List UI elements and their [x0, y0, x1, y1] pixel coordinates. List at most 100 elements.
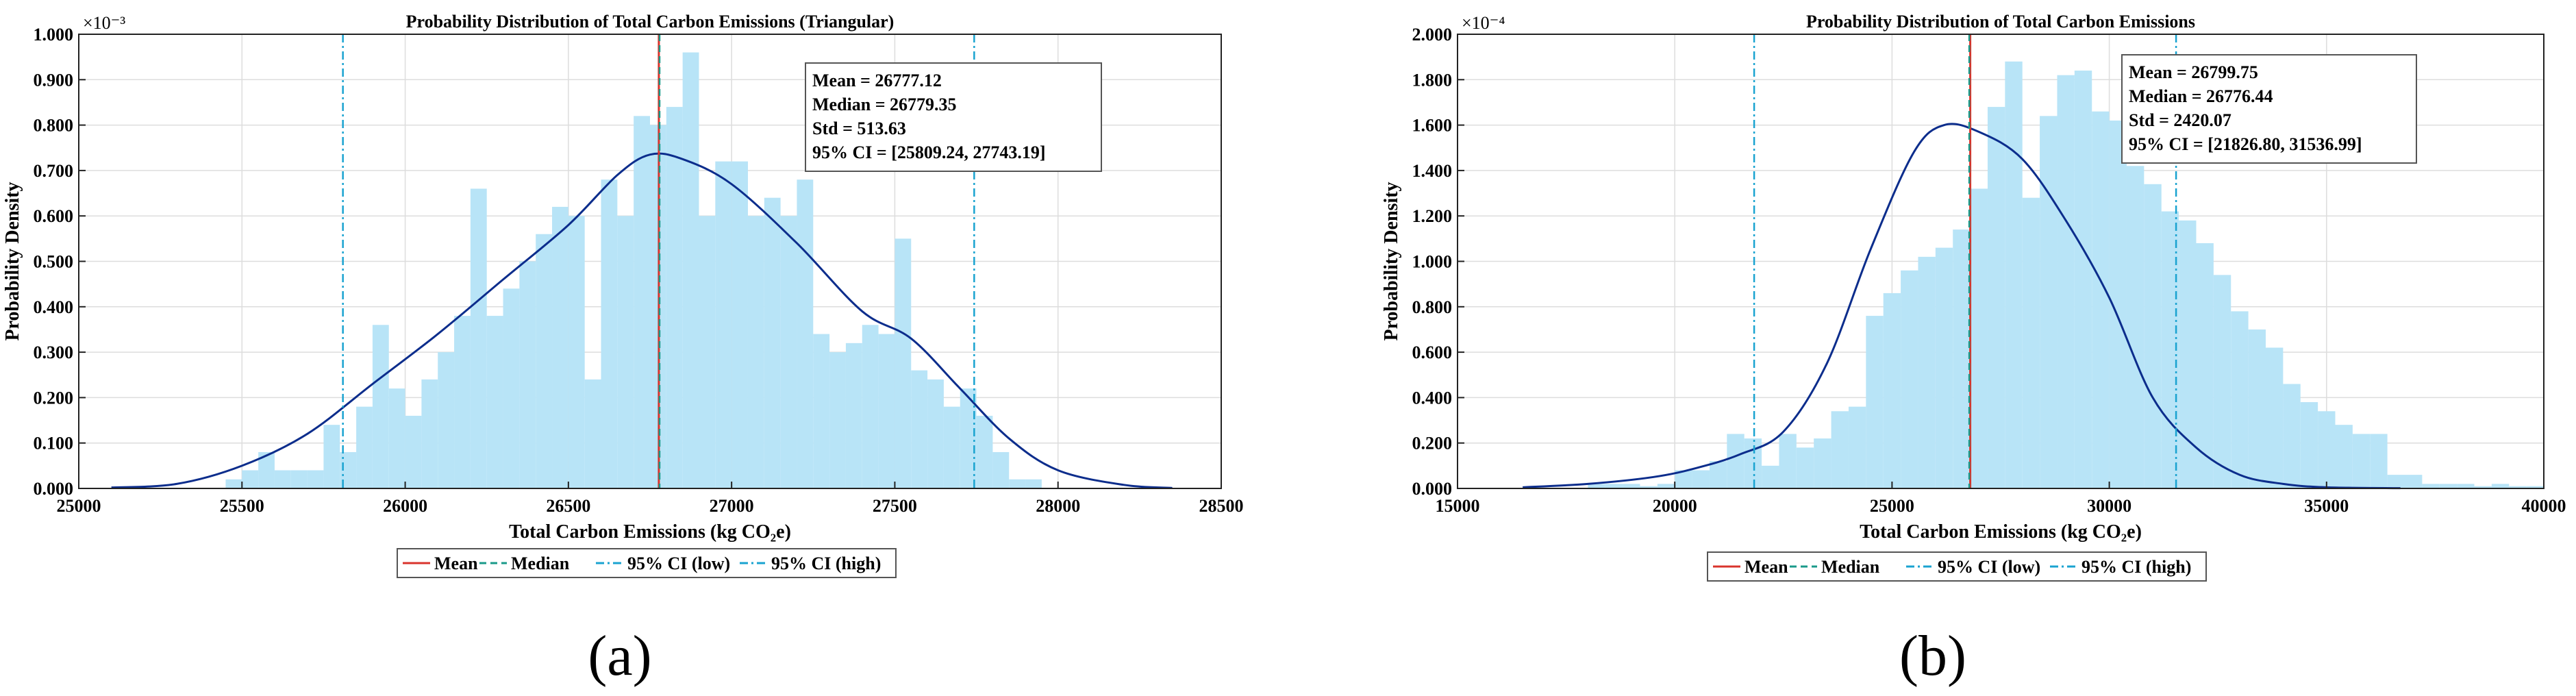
histogram-bar	[2144, 184, 2162, 488]
y-axis-label: Probability Density	[1381, 182, 1402, 340]
x-tick-label: 26500	[546, 496, 590, 516]
histogram-bar	[1987, 107, 2005, 488]
y-exponent-label: ×10⁻³	[83, 13, 125, 33]
stats-line: Mean = 26799.75	[2129, 62, 2258, 82]
histogram-bar	[1935, 247, 1953, 488]
histogram-bar	[2265, 347, 2284, 488]
histogram-bar	[2092, 111, 2110, 488]
panel-label: (b)	[1899, 624, 1966, 688]
histogram-bar	[976, 415, 993, 488]
y-tick-label: 0.600	[1412, 343, 1453, 362]
x-tick-label: 25500	[220, 496, 264, 516]
histogram-bar	[584, 379, 601, 488]
x-tick-label: 25000	[1870, 496, 1914, 516]
y-tick-label: 0.400	[1412, 388, 1453, 408]
histogram-bar	[634, 116, 650, 489]
y-tick-label: 0.300	[34, 343, 74, 362]
histogram-bar	[845, 343, 862, 488]
stats-line: Std = 2420.07	[2129, 110, 2231, 130]
x-tick-label: 26000	[383, 496, 427, 516]
histogram-bar	[2491, 484, 2510, 488]
histogram-bar	[1025, 479, 1042, 488]
histogram-bar	[780, 216, 797, 488]
histogram-bar	[2526, 486, 2544, 488]
histogram-bar	[715, 161, 732, 488]
legend-item-label: Median	[511, 554, 570, 573]
legend-item-label: 95% CI (low)	[627, 554, 730, 573]
x-tick-label: 27000	[710, 496, 754, 516]
legend-item-label: 95% CI (high)	[2081, 557, 2191, 577]
histogram-bar	[405, 415, 422, 488]
histogram-bar	[2318, 411, 2336, 488]
histogram-bar	[2231, 311, 2249, 488]
y-tick-label: 0.200	[1412, 434, 1453, 453]
legend-item-label: 95% CI (high)	[771, 554, 881, 573]
histogram-bar	[1883, 293, 1901, 488]
y-tick-label: 0.600	[34, 206, 74, 226]
histogram-bar	[388, 388, 405, 488]
histogram-bar	[2335, 425, 2353, 488]
histogram-bar	[764, 197, 781, 488]
histogram-bar	[1918, 256, 1936, 488]
y-tick-label: 1.000	[1412, 252, 1453, 272]
y-tick-label: 1.200	[1412, 206, 1453, 226]
histogram-bar	[1640, 486, 1658, 488]
panel-label: (a)	[588, 624, 651, 688]
histogram-bar	[2300, 402, 2318, 488]
legend-box	[397, 548, 897, 578]
y-tick-label: 2.000	[1412, 25, 1453, 45]
histogram-bar	[2213, 275, 2231, 488]
x-axis-label: Total Carbon Emissions (kg CO₂e)	[509, 521, 791, 543]
histogram-bar	[699, 216, 716, 488]
histogram-bar	[682, 52, 699, 488]
histogram-bar	[242, 470, 259, 488]
histogram-bar	[1866, 316, 1884, 488]
legend-item-label: 95% CI (low)	[1938, 557, 2040, 577]
histogram-bar	[503, 288, 520, 488]
chart-title: Probability Distribution of Total Carbon…	[406, 12, 895, 32]
histogram-bar	[992, 451, 1010, 488]
histogram-bar	[1762, 465, 1779, 488]
histogram-bar	[2005, 61, 2023, 488]
histogram-bar	[1744, 438, 1762, 488]
y-tick-label: 0.900	[34, 70, 74, 90]
histogram-bar	[1796, 447, 1814, 488]
x-tick-label: 28000	[1036, 496, 1080, 516]
histogram-bar	[2457, 484, 2475, 488]
x-tick-label: 20000	[1653, 496, 1697, 516]
histogram-bar	[2387, 475, 2405, 488]
histogram-bar	[1953, 229, 1971, 488]
stats-box	[2121, 54, 2417, 164]
y-tick-label: 0.200	[34, 388, 74, 408]
x-tick-label: 28500	[1199, 496, 1244, 516]
histogram-bar	[225, 479, 242, 488]
histogram-bar	[895, 238, 912, 488]
y-tick-label: 1.000	[34, 25, 74, 45]
y-tick-label: 1.600	[1412, 116, 1453, 136]
histogram-bar	[862, 325, 879, 488]
histogram-bar	[2040, 116, 2058, 489]
stats-line: Std = 513.63	[812, 119, 906, 138]
stats-line: 95% CI = [25809.24, 27743.19]	[812, 142, 1046, 162]
histogram-bar	[1848, 406, 1866, 488]
histogram-bar	[323, 425, 340, 488]
legend-item-label: Mean	[434, 554, 478, 573]
y-tick-label: 1.400	[1412, 161, 1453, 181]
histogram-bar	[552, 206, 568, 488]
histogram-bar	[601, 179, 618, 488]
histogram-bar	[2179, 220, 2197, 488]
y-tick-label: 0.800	[1412, 297, 1453, 317]
x-axis-label: Total Carbon Emissions (kg CO₂e)	[1860, 521, 2142, 543]
histogram-bar	[486, 316, 503, 488]
histogram-bar	[2370, 434, 2388, 488]
histogram-bar	[2126, 166, 2144, 488]
histogram-bar	[2074, 71, 2092, 489]
stats-line: 95% CI = [21826.80, 31536.99]	[2129, 134, 2362, 154]
legend-item-label: Mean	[1745, 557, 1788, 577]
x-tick-label: 15000	[1436, 496, 1480, 516]
chart-panel-a: 25000 25500 26000 26500 27000 27500 28000 28500…	[2, 12, 1244, 688]
histogram-bar	[2352, 434, 2371, 488]
histogram-bar	[1692, 470, 1710, 488]
histogram-bar	[454, 316, 471, 488]
